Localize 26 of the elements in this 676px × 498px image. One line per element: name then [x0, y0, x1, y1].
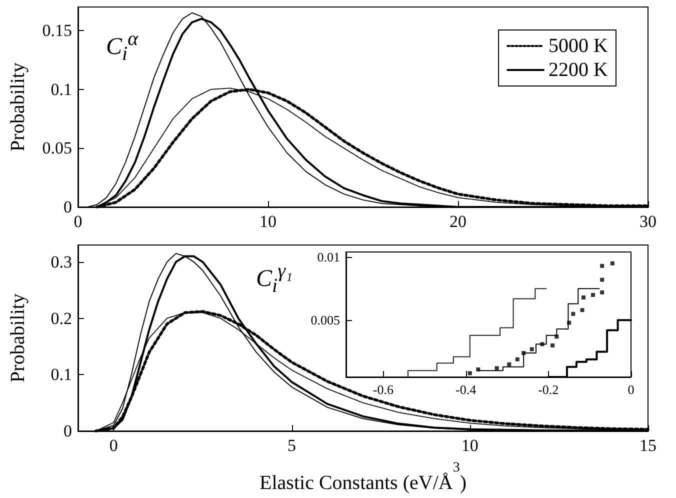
y-tick-label: 0.15 [42, 21, 72, 40]
x-tick-label: -0.4 [455, 382, 477, 397]
x-tick-label: 0 [628, 382, 634, 397]
y-tick-label: 0.2 [50, 308, 72, 328]
y-tick-label: 0 [64, 198, 72, 216]
y-tick-label: 0.1 [50, 80, 72, 99]
x-tick-label: 30 [640, 212, 656, 231]
x-tick-label: 0 [109, 436, 118, 455]
x-tick-label: 5 [288, 436, 296, 455]
y-axis-title: Probability [7, 294, 29, 382]
x-tick-label: 10 [461, 436, 478, 455]
x-axis-title: Elastic Constants (eV/Å3) [260, 460, 466, 494]
legend-label: 2200 K [548, 59, 609, 81]
x-tick-label: 20 [450, 212, 466, 231]
y-tick-label: 0.3 [50, 252, 72, 272]
y-tick-label: 0.01 [317, 250, 340, 265]
y-tick-label: 0.005 [310, 312, 340, 328]
y-tick-label: 0.05 [42, 138, 72, 158]
x-tick-label: 10 [260, 212, 276, 231]
y-axis-title: Probability [7, 62, 29, 152]
y-tick-label: 0 [64, 422, 72, 440]
x-tick-label: 15 [640, 436, 656, 455]
x-tick-label: -0.6 [372, 382, 394, 397]
legend-label: 5000 K [548, 35, 609, 57]
y-tick-label: 0.1 [50, 365, 72, 384]
x-tick-label: -0.2 [538, 382, 559, 397]
